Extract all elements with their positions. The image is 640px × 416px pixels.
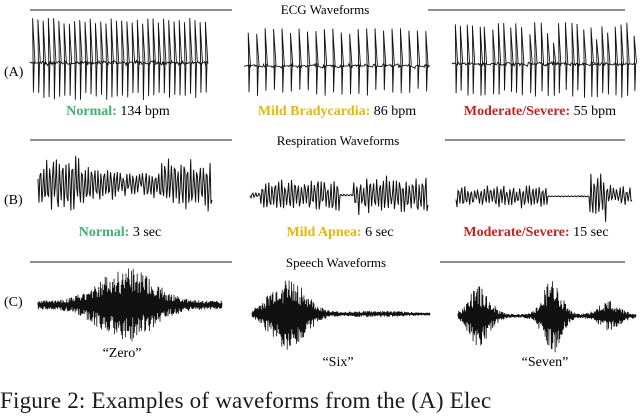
figure-caption: Figure 2: Examples of waveforms from the… — [0, 388, 492, 413]
waveform-trace — [251, 280, 431, 350]
waveform-trace — [455, 173, 633, 222]
panel-label: Mild Bradycardia: 86 bpm — [258, 104, 416, 119]
waveform-trace — [37, 155, 213, 212]
panel-label: “Zero” — [103, 346, 142, 361]
panel-resp-mild-apnea: Mild Apnea: 6 sec — [249, 175, 429, 240]
panel-resp-normal: Normal: 3 sec — [37, 155, 213, 240]
row-speech: Speech Waveforms (C) “Zero” “Six” “Seven… — [4, 255, 637, 370]
row-label: (C) — [4, 295, 23, 310]
waveform-trace — [451, 22, 637, 98]
panel-ecg-mild-bradycardia: Mild Bradycardia: 86 bpm — [243, 28, 430, 119]
row-label: (A) — [4, 65, 24, 80]
panel-label: “Seven” — [522, 355, 569, 370]
row-label: (B) — [4, 193, 23, 208]
panel-label: “Six” — [322, 355, 353, 370]
waveform-figure: ECG Waveforms (A) Normal: 134 bpm Mild B… — [4, 2, 637, 370]
waveform-trace — [37, 268, 223, 342]
panel-label: Normal: 3 sec — [79, 225, 161, 240]
waveform-trace — [29, 17, 209, 101]
waveform-trace — [249, 175, 429, 216]
section-title: Respiration Waveforms — [277, 133, 400, 148]
panel-speech-seven: “Seven” — [457, 281, 637, 370]
row-respiration: Respiration Waveforms (B) Normal: 3 sec … — [4, 133, 633, 240]
panel-label: Mild Apnea: 6 sec — [287, 225, 394, 240]
panel-ecg-moderate-severe: Moderate/Severe: 55 bpm — [451, 22, 637, 119]
panel-resp-moderate-severe: Moderate/Severe: 15 sec — [455, 173, 633, 240]
waveform-trace — [243, 28, 430, 96]
panel-label: Normal: 134 bpm — [66, 104, 170, 119]
panel-speech-zero: “Zero” — [37, 268, 223, 361]
row-ecg: ECG Waveforms (A) Normal: 134 bpm Mild B… — [4, 2, 637, 119]
panel-ecg-normal: Normal: 134 bpm — [29, 17, 209, 119]
panel-label: Moderate/Severe: 15 sec — [463, 225, 608, 240]
section-title: ECG Waveforms — [281, 2, 370, 17]
panel-label: Moderate/Severe: 55 bpm — [464, 104, 616, 119]
waveform-trace — [457, 281, 637, 353]
panel-speech-six: “Six” — [251, 280, 431, 370]
section-title: Speech Waveforms — [286, 255, 386, 270]
